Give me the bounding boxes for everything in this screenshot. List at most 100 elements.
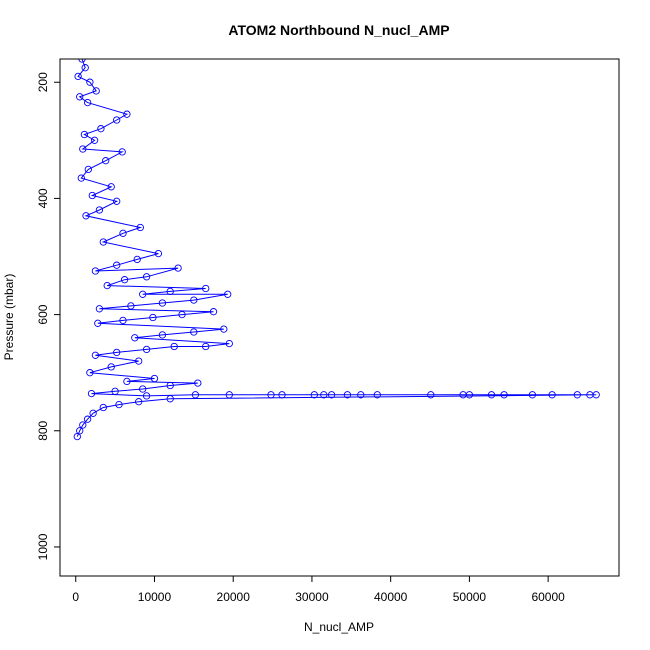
data-point [78,59,86,63]
data-point [500,391,508,399]
x-tick-label: 0 [72,590,79,604]
data-point [91,267,100,275]
data-point [573,391,581,399]
data-point [127,302,135,310]
data-point [202,284,210,293]
plot-area [73,59,600,441]
data-point [99,403,107,412]
data-point [102,157,110,165]
y-tick-label: 1000 [36,533,50,560]
data-point [83,98,92,107]
series-line [76,59,597,437]
data-point [79,145,87,153]
data-point [113,116,121,124]
data-point [113,348,121,357]
data-point [86,78,94,86]
data-point [113,261,121,269]
data-point [139,290,147,298]
y-tick-label: 200 [36,72,50,92]
x-tick-label: 50000 [453,590,487,604]
data-point [191,391,200,399]
data-point [320,391,328,399]
data-point [95,305,104,313]
data-point [95,206,104,214]
data-point [224,290,232,298]
data-point [91,351,100,359]
x-axis-label: N_nucl_AMP [304,620,374,634]
data-point [97,125,105,133]
data-point [107,183,115,191]
data-point [142,392,151,400]
x-tick-label: 60000 [531,590,565,604]
data-point [158,331,167,339]
data-point [135,398,143,406]
data-point [118,148,126,156]
y-tick-label: 800 [36,420,50,440]
data-point [343,391,352,399]
data-point [267,391,275,399]
data-point [225,339,233,348]
data-point [548,391,556,399]
data-point [73,432,81,441]
data-point [82,212,90,220]
data-point [174,264,182,272]
data-point [142,345,151,354]
data-point [136,223,144,232]
y-axis-label: Pressure (mbar) [2,274,16,361]
data-point [135,357,143,365]
data-point [528,391,537,399]
y-tick-label: 600 [36,304,50,324]
data-point [310,391,318,399]
data-point [103,281,111,290]
data-point [202,342,210,351]
data-point [79,421,87,429]
data-point [77,174,85,182]
data-point [113,197,121,205]
data-point [94,319,102,327]
data-point [150,374,159,383]
data-point [123,377,131,386]
data-point [133,255,141,264]
data-point [87,389,96,398]
data-point [84,165,92,174]
data-point [166,287,174,296]
data-point [92,87,100,95]
data-point [119,229,127,237]
data-point [120,276,129,284]
x-tick-label: 40000 [374,590,408,604]
data-point [592,391,600,399]
data-point [80,130,89,139]
data-point [220,325,228,333]
data-point [178,310,186,319]
data-point [89,409,97,417]
data-point [373,391,381,399]
data-point [154,249,163,258]
chart-title: ATOM2 Northbound N_nucl_AMP [228,22,449,38]
data-point [190,328,198,336]
data-point [111,387,119,395]
y-tick-label: 400 [36,188,50,208]
data-point [88,191,96,200]
data-point [119,316,127,325]
data-point [74,72,82,81]
data-point [278,391,286,399]
data-point [190,296,198,304]
data-point [357,391,365,399]
data-point [83,415,92,423]
data-point [209,308,218,316]
data-point [427,391,435,399]
data-point [327,391,336,399]
data-point [131,334,139,342]
data-point [142,273,151,281]
data-point [99,238,107,246]
data-point [115,400,123,409]
data-point [166,395,174,403]
x-tick-label: 20000 [217,590,251,604]
x-tick-label: 10000 [138,590,172,604]
data-point [225,391,233,399]
data-point [149,313,157,322]
data-point [194,379,202,387]
data-point [76,93,84,101]
data-point [170,342,178,351]
